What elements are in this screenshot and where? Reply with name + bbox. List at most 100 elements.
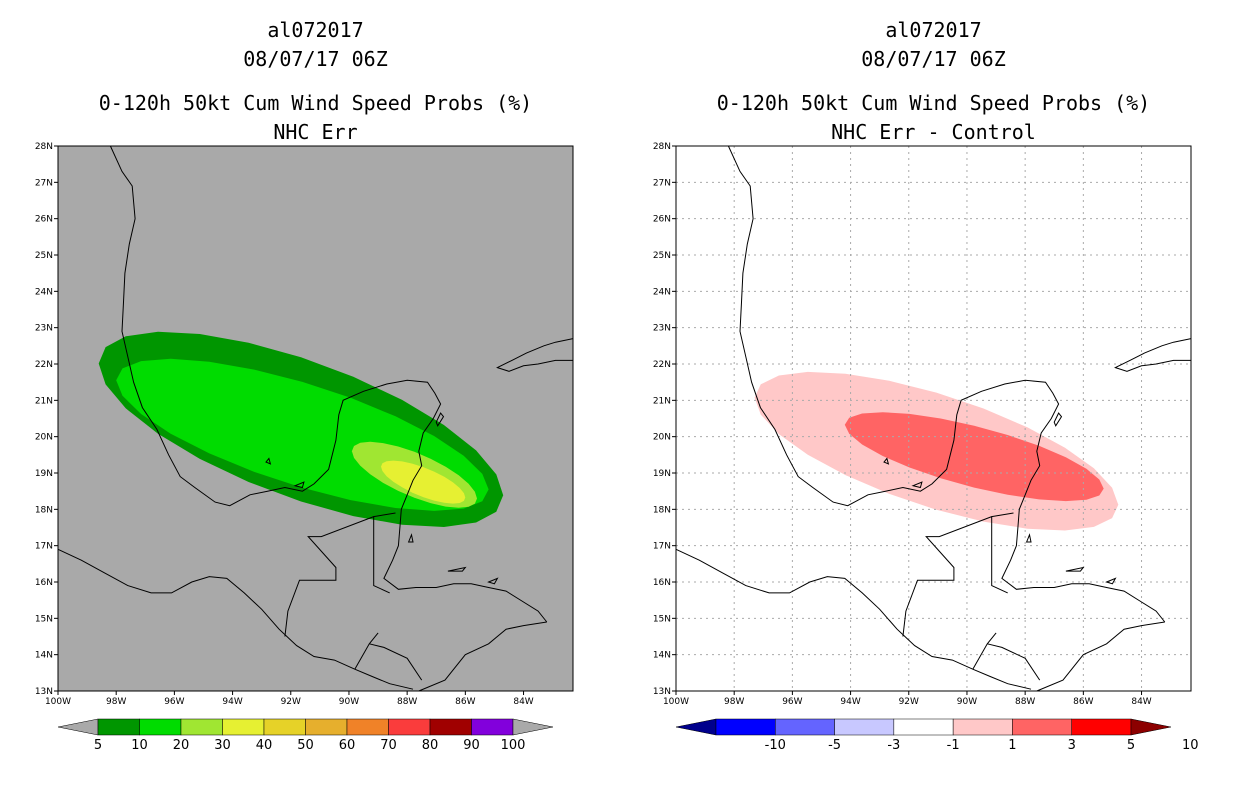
lon-tick-label: 92W (281, 697, 301, 707)
coastlines (675, 145, 1192, 692)
country-border (373, 512, 396, 518)
lon-tick-label: 100W (663, 697, 689, 707)
product-name: 0-120h 50kt Cum Wind Speed Probs (%) (716, 91, 1151, 115)
lon-tick-label: 90W (339, 697, 359, 707)
lat-tick-label: 14N (35, 651, 53, 661)
colorbar-high-arrow (1130, 718, 1172, 736)
left-map-panel: 100W 98W 96W 94W 92W 90W 88W 86W 84W 13N 14N 15N 16N… (35, 142, 574, 753)
lat-tick-label: 24N (653, 287, 671, 297)
lat-tick-label: 28N (653, 142, 671, 152)
right-map-panel: 100W 98W 96W 94W 92W 90W 88W 86W 84W 13N 14N 15N 16N… (653, 142, 1199, 753)
island-outline (265, 457, 272, 465)
colorbar-swatch (222, 718, 265, 736)
lat-tick-label: 15N (653, 614, 671, 624)
country-border (284, 515, 390, 637)
colorbar-label: -1 (947, 738, 960, 753)
lon-tick-label: 84W (1131, 697, 1151, 707)
lat-tick-label: 22N (653, 360, 671, 370)
colorbar-label: 50 (297, 738, 314, 753)
country-border (902, 515, 1008, 637)
country-border (418, 621, 547, 692)
lat-tick-label: 14N (653, 651, 671, 661)
colorbar-label: 90 (463, 738, 480, 753)
colorbar-swatch (180, 718, 223, 736)
colorbar-swatch (471, 718, 514, 736)
colorbar: 5 10 20 30 40 50 60 70 80 90 100 (57, 718, 554, 753)
country-border (1036, 621, 1165, 692)
lat-tick-label: 15N (35, 614, 53, 624)
colorbar-swatch (346, 718, 389, 736)
colorbar-swatch (139, 718, 182, 736)
graticule (676, 146, 1191, 691)
forecast-datetime: 08/07/17 06Z (861, 47, 1006, 71)
lat-tick-label: 27N (653, 178, 671, 188)
axis-labels: 100W 98W 96W 94W 92W 90W 88W 86W 84W 13N 14N 15N 16N… (653, 142, 1152, 707)
panel-subtitle: NHC Err - Control (831, 120, 1036, 144)
lon-tick-label: 100W (45, 697, 71, 707)
lat-tick-label: 20N (653, 433, 671, 443)
colorbar-swatch (834, 718, 895, 736)
right-title: al072017 08/07/17 06Z (676, 16, 1191, 74)
colorbar-swatch (388, 718, 431, 736)
lat-tick-label: 19N (653, 469, 671, 479)
colorbar-swatch (305, 718, 348, 736)
colorbar-label: 10 (131, 738, 148, 753)
colorbar-label: -10 (765, 738, 786, 753)
country-border (991, 512, 1014, 518)
lon-tick-label: 88W (397, 697, 417, 707)
gulf-coastline (727, 145, 1166, 623)
lat-tick-label: 19N (35, 469, 53, 479)
product-name: 0-120h 50kt Cum Wind Speed Probs (%) (98, 91, 533, 115)
lon-tick-label: 88W (1015, 697, 1035, 707)
country-border (369, 643, 423, 681)
lat-tick-label: 25N (35, 251, 53, 261)
island-outline (447, 566, 467, 572)
colorbar-label: 80 (422, 738, 439, 753)
island-outline (1025, 533, 1032, 543)
gulf-coastline (109, 145, 548, 623)
probability-contours (98, 331, 504, 527)
country-border (987, 643, 1041, 681)
country-border (354, 632, 379, 670)
colorbar-label: 10 (1182, 738, 1199, 753)
lon-tick-label: 96W (782, 697, 802, 707)
lat-tick-label: 17N (653, 542, 671, 552)
colorbar-label: 5 (94, 738, 102, 753)
colorbar-low-arrow (675, 718, 717, 736)
colorbar: -10 -5 -3 -1 1 3 5 10 (675, 718, 1199, 753)
forecast-datetime: 08/07/17 06Z (243, 47, 388, 71)
storm-id: al072017 (885, 18, 982, 42)
colorbar-label: 100 (501, 738, 526, 753)
colorbar-label: -3 (887, 738, 900, 753)
colorbar-swatch (715, 718, 776, 736)
island-outline (1065, 566, 1085, 572)
lon-tick-label: 98W (106, 697, 126, 707)
left-product-title: 0-120h 50kt Cum Wind Speed Probs (%) NHC… (58, 89, 573, 147)
lat-tick-label: 26N (35, 215, 53, 225)
colorbar-label: 5 (1127, 738, 1135, 753)
lon-tick-label: 90W (957, 697, 977, 707)
colorbar-label: 60 (339, 738, 356, 753)
colorbar-swatch (97, 718, 140, 736)
lat-tick-label: 13N (653, 687, 671, 697)
country-border (972, 632, 997, 670)
colorbar-swatch (1071, 718, 1132, 736)
right-product-title: 0-120h 50kt Cum Wind Speed Probs (%) NHC… (676, 89, 1191, 147)
contour-3-5 (844, 412, 1104, 502)
island-outline (1105, 577, 1117, 585)
contour-30-40 (381, 460, 466, 504)
coastlines (57, 145, 574, 692)
colorbar-swatch (775, 718, 835, 736)
lon-tick-label: 84W (513, 697, 533, 707)
lat-tick-label: 16N (653, 578, 671, 588)
colorbar-label: 1 (1008, 738, 1016, 753)
colorbar-label: -5 (828, 738, 841, 753)
colorbar-high-arrow (512, 718, 554, 736)
island-outline (911, 481, 923, 489)
colorbar-swatch (1012, 718, 1072, 736)
storm-id: al072017 (267, 18, 364, 42)
island-outline (407, 533, 414, 543)
lat-tick-label: 23N (35, 324, 53, 334)
island-outline (1053, 412, 1063, 427)
lat-tick-label: 21N (653, 396, 671, 406)
